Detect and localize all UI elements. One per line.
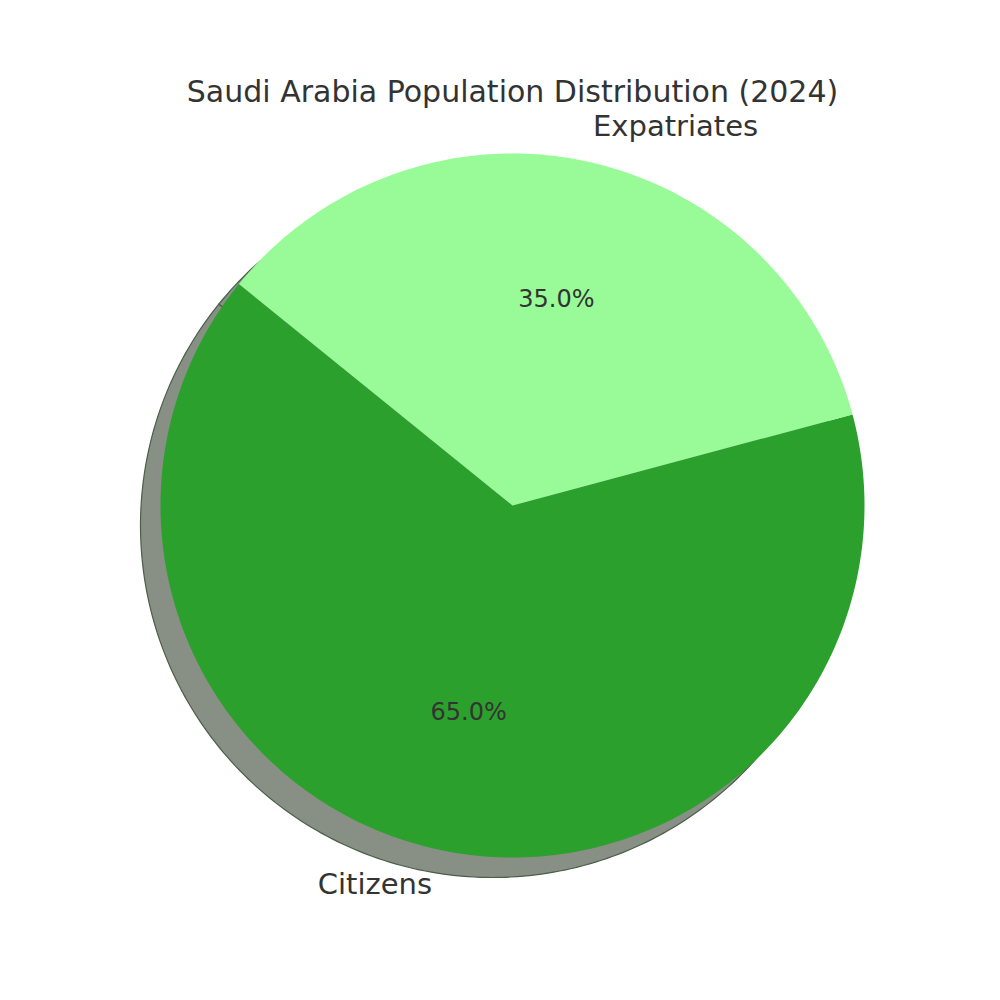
svg-text:Citizens: Citizens <box>318 867 432 901</box>
svg-text:35.0%: 35.0% <box>518 285 594 313</box>
svg-text:Saudi Arabia Population Distri: Saudi Arabia Population Distribution (20… <box>187 74 838 109</box>
svg-text:65.0%: 65.0% <box>430 698 506 726</box>
svg-text:Expatriates: Expatriates <box>593 109 758 143</box>
